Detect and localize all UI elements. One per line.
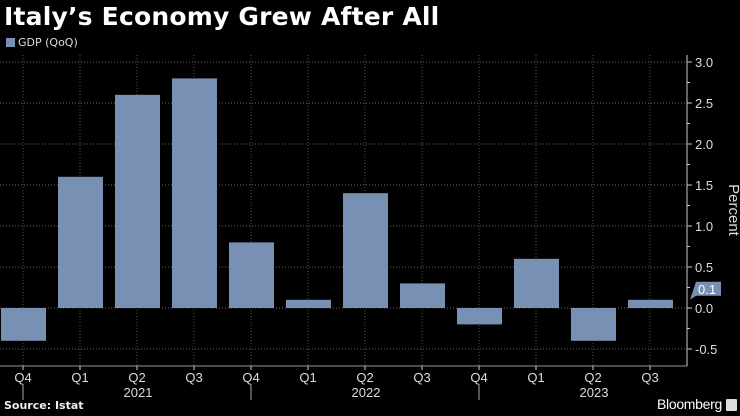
x-tick-label: Q1 (299, 370, 316, 385)
x-year-label: 2022 (352, 385, 381, 400)
bloomberg-logo: Bloomberg (656, 396, 722, 412)
legend: GDP (QoQ) (6, 36, 78, 49)
bar (58, 176, 103, 308)
bar (571, 308, 616, 341)
bar (229, 242, 274, 308)
y-tick-label: 1.0 (695, 219, 713, 234)
x-tick-label: Q4 (242, 370, 259, 385)
bloomberg-chart-icon (726, 399, 737, 411)
x-tick-label: Q2 (128, 370, 145, 385)
x-tick-label: Q3 (185, 370, 202, 385)
legend-label: GDP (QoQ) (18, 36, 78, 49)
y-axis-label: Percent (725, 184, 740, 237)
bar (514, 258, 559, 308)
x-year-label: 2021 (124, 385, 153, 400)
bar (115, 94, 160, 308)
bar (286, 299, 331, 308)
chart-title: Italy’s Economy Grew After All (4, 2, 440, 31)
bar (1, 308, 46, 341)
bar (628, 299, 673, 308)
legend-swatch (6, 38, 15, 47)
bar (343, 193, 388, 308)
y-tick-label: 0.5 (695, 260, 713, 275)
y-tick-label: 2.5 (695, 96, 713, 111)
bar (457, 308, 502, 325)
x-tick-label: Q3 (641, 370, 658, 385)
bar (172, 78, 217, 309)
bar (400, 283, 445, 308)
x-tick-label: Q2 (584, 370, 601, 385)
x-tick-label: Q1 (527, 370, 544, 385)
x-tick-label: Q3 (413, 370, 430, 385)
last-value-marker (690, 281, 721, 300)
y-tick-label: -0.5 (695, 342, 717, 357)
y-tick-label: 2.0 (695, 137, 713, 152)
y-tick-label: 1.5 (695, 178, 713, 193)
last-value-label: 0.1 (698, 282, 716, 297)
y-tick-label: 3.0 (695, 55, 713, 70)
y-tick-label: 0.0 (695, 301, 713, 316)
source-note: Source: Istat (4, 399, 84, 412)
x-tick-label: Q4 (14, 370, 31, 385)
x-tick-label: Q4 (470, 370, 487, 385)
x-year-label: 2023 (580, 385, 609, 400)
x-tick-label: Q1 (71, 370, 88, 385)
x-tick-label: Q2 (356, 370, 373, 385)
